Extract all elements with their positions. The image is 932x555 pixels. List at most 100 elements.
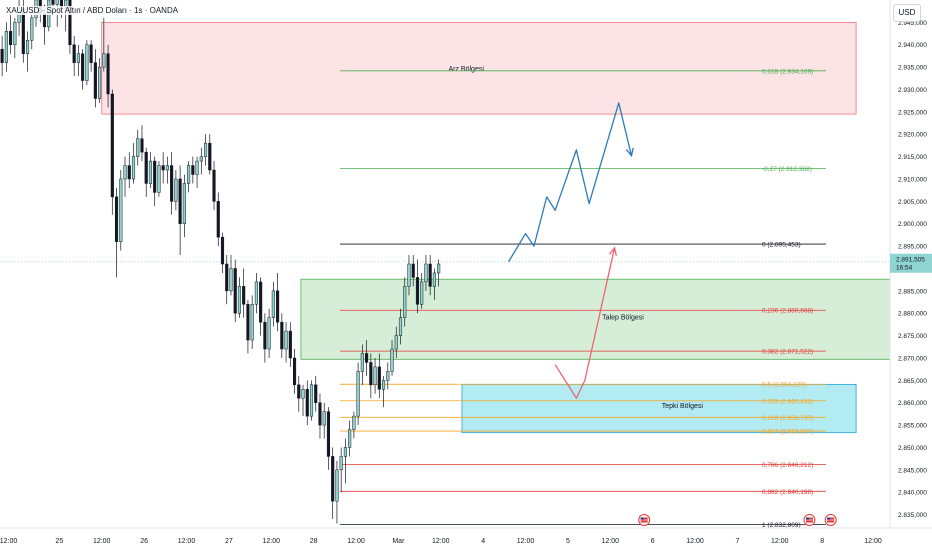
candle	[85, 40, 89, 86]
talep-bolgesi-zone[interactable]	[300, 278, 891, 360]
x-tick-label: 28	[310, 538, 318, 545]
x-tick-label: 12:00	[517, 538, 535, 545]
candle	[191, 156, 195, 184]
candle-body	[246, 304, 250, 341]
candle-body	[398, 317, 403, 336]
fib-027-label: -0,27 (2.912,368)	[762, 166, 812, 173]
candle	[165, 156, 169, 184]
candle	[199, 147, 203, 175]
candle-body	[292, 357, 297, 386]
candle-body	[212, 169, 216, 202]
candle-body	[233, 268, 237, 314]
flag-icon-2[interactable]	[803, 514, 816, 526]
y-tick-label: 2.895,000	[898, 244, 927, 251]
flag-icon-3[interactable]	[824, 514, 837, 526]
candle-body	[153, 160, 157, 193]
candle	[9, 13, 13, 54]
fib-0382-label: 0,382 (2.871,522)	[762, 349, 813, 356]
candle-body	[174, 178, 178, 202]
fib-0618b-label: 0,618 (2.856,737)	[762, 415, 813, 422]
candle-body	[42, 13, 47, 28]
y-tick-label: 2.925,000	[898, 109, 927, 116]
candle-body	[365, 353, 369, 363]
y-tick-label: 2.840,000	[898, 490, 927, 497]
candle	[233, 259, 237, 323]
candle	[216, 192, 220, 247]
tepki-bolgesi-zone-label: Tepki Bölgesi	[662, 403, 704, 410]
candle	[297, 375, 301, 412]
candle-body	[225, 263, 229, 292]
candle	[148, 152, 153, 188]
candle	[119, 170, 123, 251]
candle	[365, 340, 369, 376]
x-tick-label: 12:00	[864, 538, 882, 545]
candle	[110, 89, 114, 215]
candle-body	[195, 160, 199, 175]
candle	[203, 134, 208, 166]
candle	[182, 174, 186, 238]
candle	[263, 313, 267, 363]
symbol-title[interactable]: XAUUSD · Spot Altın / ABD Doları · 1s · …	[4, 6, 181, 15]
flag-icon-1[interactable]	[638, 514, 651, 526]
candle	[127, 152, 131, 188]
candle-body	[110, 93, 114, 198]
current-price-label: 2.891,505	[896, 257, 925, 264]
candle	[326, 407, 331, 470]
candle	[403, 277, 407, 327]
candle-body	[394, 335, 398, 350]
candle	[301, 384, 305, 417]
candle	[4, 22, 8, 72]
candle	[305, 380, 309, 426]
candle	[280, 313, 284, 358]
candle-body	[237, 286, 242, 314]
candle	[377, 353, 381, 399]
price-axis[interactable]	[890, 0, 932, 550]
candle	[157, 161, 161, 197]
candle	[81, 49, 85, 90]
candle	[331, 447, 335, 520]
red-projection-arrow-head	[609, 246, 617, 256]
red-projection-arrow[interactable]	[554, 247, 616, 399]
candle-body	[373, 366, 377, 386]
candle-body	[288, 330, 292, 359]
fibonacci-layer: 0,618 (2.934,169) -0,27 (2.912,368) 0 (2.8…	[0, 68, 890, 529]
candle-body	[369, 362, 373, 386]
candle	[30, 8, 34, 50]
candle-body	[335, 469, 339, 502]
arz-bolgesi-zone[interactable]	[101, 21, 857, 115]
candle	[411, 255, 415, 287]
candle	[106, 44, 110, 108]
candle	[76, 44, 80, 77]
candle	[229, 255, 233, 296]
candle	[267, 308, 271, 358]
candle-body	[148, 160, 153, 184]
x-tick-label: Mar	[392, 538, 405, 545]
candle-body	[259, 281, 263, 323]
blue-projection-arrow[interactable]	[508, 102, 633, 263]
candle	[102, 17, 106, 72]
tepki-bolgesi-zone[interactable]	[461, 383, 857, 434]
x-tick-label: 12:00	[771, 538, 789, 545]
y-tick-label: 2.860,000	[898, 400, 927, 407]
candle	[407, 255, 411, 296]
candle-body	[280, 321, 284, 350]
candle-body	[377, 366, 381, 390]
y-tick-label: 2.945,000	[898, 20, 927, 27]
candle	[276, 272, 280, 332]
candle	[93, 49, 97, 108]
candle-body	[21, 8, 25, 54]
candle	[220, 232, 225, 273]
flag-canton	[640, 517, 644, 520]
candle-body	[85, 44, 89, 81]
candle-body	[220, 236, 225, 265]
currency-button[interactable]: USD	[893, 4, 921, 22]
candle	[309, 380, 314, 421]
candle-body	[191, 165, 195, 175]
fib-0667-label: 0,667 (2.853,667)	[762, 429, 813, 436]
candle-body	[157, 165, 161, 193]
time-axis[interactable]	[0, 528, 932, 550]
candle-body	[140, 138, 144, 153]
